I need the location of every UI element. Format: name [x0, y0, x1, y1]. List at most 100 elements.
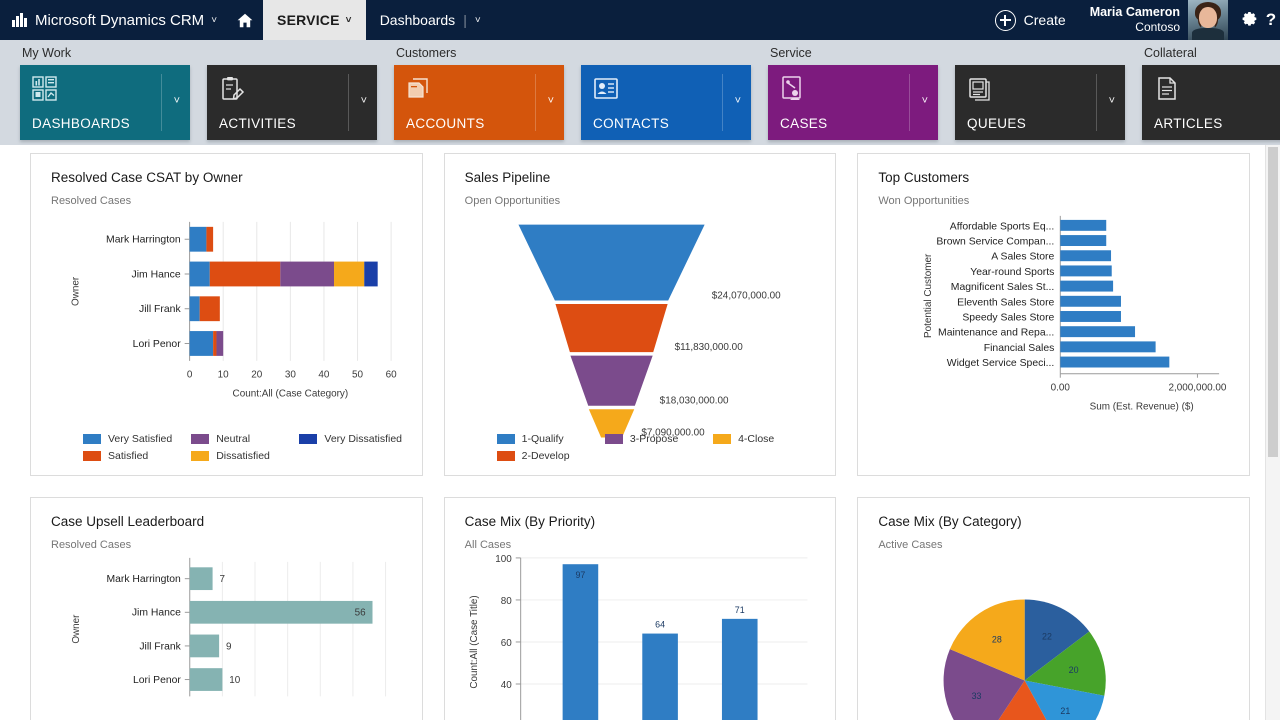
legend-item[interactable]: Satisfied: [83, 450, 191, 462]
tile-queues[interactable]: QUEUES ˅: [955, 65, 1125, 140]
chart-card-case-upsell-leaderboard[interactable]: Case Upsell Leaderboard Resolved Cases M…: [30, 497, 423, 720]
svg-text:Widget Service Speci...: Widget Service Speci...: [947, 358, 1055, 369]
svg-text:60: 60: [500, 638, 511, 649]
svg-text:Speedy Sales Store: Speedy Sales Store: [963, 312, 1055, 323]
brand-label: Microsoft Dynamics CRM: [35, 11, 205, 29]
svg-text:0: 0: [187, 370, 193, 381]
upsell-leaderboard-bar-svg: Mark Harrington 7 Jim Hance 56 Jill Frank 9 Lo…: [71, 557, 387, 697]
svg-text:56: 56: [355, 608, 366, 619]
tile-label: DASHBOARDS: [32, 116, 131, 131]
svg-text:30: 30: [285, 370, 297, 381]
svg-text:20: 20: [251, 370, 263, 381]
legend-swatch: [496, 451, 515, 461]
svg-text:Lori Penor: Lori Penor: [133, 675, 181, 686]
legend-item[interactable]: Very Dissatisfied: [299, 433, 407, 445]
svg-text:20: 20: [1069, 665, 1079, 675]
vertical-scrollbar[interactable]: [1265, 145, 1280, 720]
legend-label: Very Satisfied: [108, 433, 173, 445]
queue-stack-icon: [969, 78, 990, 101]
svg-text:21: 21: [1061, 706, 1071, 716]
svg-text:Jim Hance: Jim Hance: [132, 269, 181, 280]
svg-text:Year-round Sports: Year-round Sports: [971, 267, 1055, 278]
legend-item[interactable]: 2-Develop: [496, 450, 605, 462]
avatar[interactable]: [1188, 0, 1228, 40]
tab-service[interactable]: SERVICE ˅: [263, 0, 366, 40]
svg-text:33: 33: [972, 691, 982, 701]
legend-item[interactable]: 4-Close: [713, 433, 821, 445]
svg-text:28: 28: [992, 635, 1002, 645]
tile-dashboards[interactable]: DASHBOARDS ˅: [20, 65, 190, 140]
svg-text:Affordable Sports Eq...: Affordable Sports Eq...: [950, 221, 1055, 232]
clipboard-pencil-icon: [222, 77, 245, 100]
svg-text:9: 9: [226, 641, 232, 652]
svg-text:2,000,000.00: 2,000,000.00: [1169, 383, 1227, 394]
tile-row: ACCOUNTS ˅ CONTACTS ˅: [394, 65, 751, 140]
svg-text:$24,070,000.00: $24,070,000.00: [711, 290, 780, 301]
chart-top-customers: 0.00 2,000,000.00 Affordable Sports Eq... B…: [858, 206, 1249, 475]
chart-card-case-mix-by-priority[interactable]: Case Mix (By Priority) All Cases 2040608…: [443, 497, 837, 720]
settings-button[interactable]: [1232, 0, 1266, 40]
legend-item[interactable]: 1-Qualify: [496, 433, 605, 445]
svg-text:Maintenance and Repa...: Maintenance and Repa...: [938, 328, 1054, 339]
tile-articles[interactable]: ARTICLES˅: [1142, 65, 1280, 140]
help-button[interactable]: ?: [1266, 0, 1280, 40]
brand-menu[interactable]: Microsoft Dynamics CRM ˅: [0, 0, 227, 40]
tile-label: ACTIVITIES: [219, 116, 297, 131]
tile-group-1: Customers ACCOUNTS ˅ CONTACTS ˅: [394, 46, 751, 145]
avatar-body: [1192, 28, 1224, 40]
gear-icon: [1242, 11, 1257, 26]
user-name: Maria Cameron: [1089, 4, 1180, 19]
tile-separator: [161, 74, 162, 131]
tile-activities[interactable]: ACTIVITIES ˅: [207, 65, 377, 140]
chart-card-sales-pipeline[interactable]: Sales Pipeline Open Opportunities $24,07…: [443, 153, 837, 476]
legend-label: 2-Develop: [521, 450, 570, 462]
svg-text:Owner: Owner: [71, 614, 82, 644]
breadcrumb-chevron-down-icon: ˅: [474, 14, 481, 26]
svg-text:Count:All (Case Title): Count:All (Case Title): [469, 595, 480, 688]
chart-case-mix-priority: 20406080100976471Count:All (Case Title): [445, 550, 836, 720]
legend-label: Neutral: [216, 433, 251, 445]
top-navigation-bar: Microsoft Dynamics CRM ˅ SERVICE ˅ Dashb…: [0, 0, 1280, 40]
chevron-down-icon[interactable]: ˅: [360, 95, 367, 107]
scrollbar-thumb[interactable]: [1268, 147, 1278, 457]
legend-item[interactable]: Dissatisfied: [191, 450, 299, 462]
card-subtitle: All Cases: [464, 539, 512, 551]
svg-text:80: 80: [500, 596, 511, 607]
chart-card-top-customers[interactable]: Top Customers Won Opportunities 0.00 2,00…: [857, 153, 1251, 476]
chart-card-resolved-case-csat-by-owner[interactable]: Resolved Case CSAT by Owner Resolved Cas…: [30, 153, 423, 476]
legend-item[interactable]: 3-Propose: [604, 433, 713, 445]
tile-group-label: Customers: [396, 46, 457, 60]
document-icon: [1158, 77, 1176, 100]
tile-label: ACCOUNTS: [406, 116, 485, 131]
user-organization: Contoso: [1135, 20, 1180, 35]
chart-card-case-mix-by-category[interactable]: Case Mix (By Category) Active Cases 22 20…: [857, 497, 1251, 720]
create-button[interactable]: Create: [981, 0, 1080, 40]
sales-pipeline-funnel-svg: $24,070,000.00 $11,830,000.00 $18,030,000.…: [515, 223, 781, 440]
chevron-down-icon[interactable]: ˅: [547, 95, 554, 107]
tile-contacts[interactable]: CONTACTS ˅: [581, 65, 751, 140]
svg-text:Mark Harrington: Mark Harrington: [106, 574, 181, 585]
legend-item[interactable]: Very Satisfied: [83, 433, 191, 445]
svg-text:Jill Frank: Jill Frank: [139, 304, 181, 315]
tile-cases[interactable]: CASES ˅: [768, 65, 938, 140]
chevron-down-icon[interactable]: ˅: [734, 95, 741, 107]
dashboard-canvas: Resolved Case CSAT by Owner Resolved Cas…: [0, 145, 1280, 720]
tile-label: QUEUES: [967, 116, 1027, 131]
chevron-down-icon[interactable]: ˅: [173, 95, 180, 107]
svg-text:Jill Frank: Jill Frank: [139, 641, 181, 652]
tile-label: ARTICLES: [1154, 116, 1223, 131]
chart-legend-funnel: 1-Qualify 3-Propose 4-Close 2-Develop: [496, 433, 822, 467]
chevron-down-icon[interactable]: ˅: [921, 95, 928, 107]
user-menu[interactable]: Maria Cameron Contoso: [1080, 0, 1232, 40]
chevron-down-icon[interactable]: ˅: [1108, 95, 1115, 107]
legend-swatch: [713, 434, 732, 444]
tile-accounts[interactable]: ACCOUNTS ˅: [394, 65, 564, 140]
svg-text:Magnificent Sales St...: Magnificent Sales St...: [951, 282, 1055, 293]
home-button[interactable]: [227, 0, 263, 40]
legend-item[interactable]: Neutral: [191, 433, 299, 445]
entity-tile-navigation: My Work DASHBOARDS ˅ ACTIVITIES ˅ Customers AC…: [0, 40, 1280, 145]
case-mix-category-pie-svg: 222021263328: [943, 599, 1107, 720]
chart-legend-csat: Very Satisfied Neutral Very Dissatisfied Sa…: [83, 433, 408, 467]
breadcrumb-dashboards[interactable]: Dashboards | ˅: [366, 0, 495, 40]
case-mix-priority-column-svg: 20406080100976471Count:All (Case Title): [469, 554, 808, 720]
